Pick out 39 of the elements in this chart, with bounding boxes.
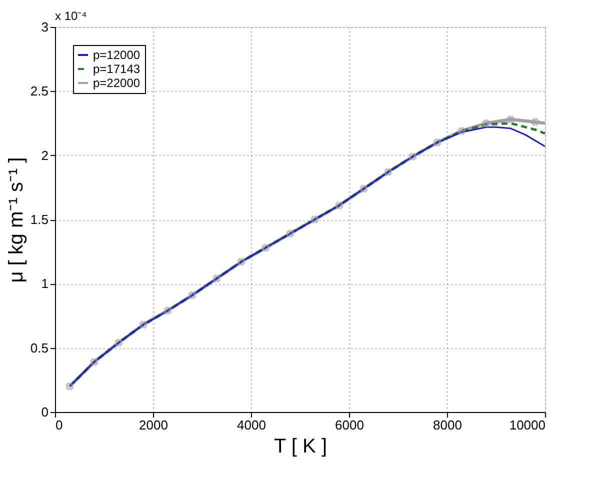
x-tick-label: 6000 [335,418,364,432]
y-tick-label: 2 [41,148,48,163]
x-tick-label: 10000 [509,418,546,432]
point [262,244,270,252]
point [164,306,172,314]
point [482,119,490,128]
point [212,274,221,282]
point [408,152,417,160]
point [433,138,442,146]
point [188,291,196,300]
point [237,258,246,266]
point [360,184,368,193]
text: x 10⁻⁴ [55,9,87,23]
y-tick-label: 1.5 [30,212,48,227]
point [384,168,392,176]
point [531,118,540,126]
y-axis-title: μ [ kg m⁻¹ s⁻¹ ] [5,157,28,283]
point [139,320,148,329]
point [310,216,319,224]
point [458,127,466,135]
legend-label: p=12000 [93,48,140,62]
y-tick-label: 1 [41,276,48,292]
legend-label: p=17143 [93,62,140,76]
point [114,338,123,347]
y-tick-label: 0.5 [30,340,48,356]
point [66,382,74,390]
x-tick-label: 4000 [237,418,266,432]
y-tick-label: 0 [41,404,48,420]
point [335,202,344,210]
legend-label: p=22000 [93,76,140,90]
x-tick-label: 8000 [433,418,462,432]
y-tick-label: 2.5 [30,84,48,99]
point [506,116,515,124]
point [286,230,294,238]
point [90,358,98,366]
x-tick-label: 2000 [139,418,168,432]
y-tick-label: 3 [41,20,48,34]
x-tick-label: 0 [56,418,63,432]
x-axis-title: T [ K ] [274,436,327,458]
